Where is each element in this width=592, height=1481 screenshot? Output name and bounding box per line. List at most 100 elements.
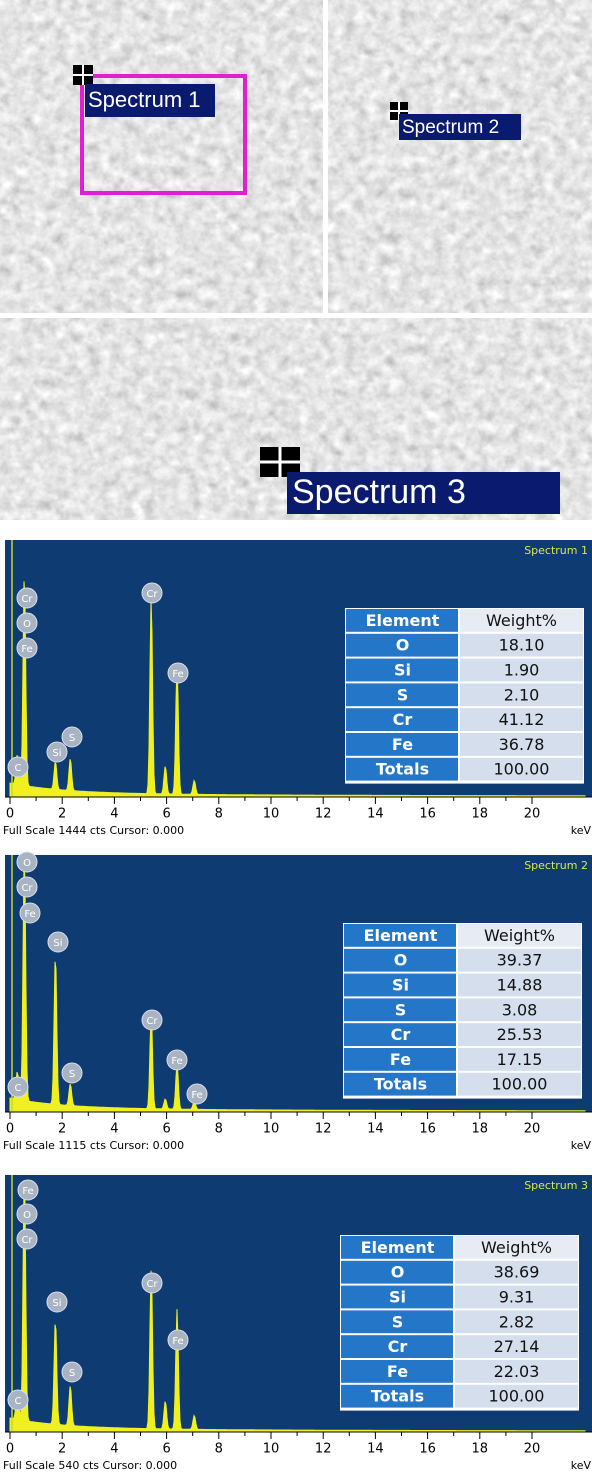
table-text: 36.78	[499, 735, 545, 754]
x-tick-label: 4	[110, 1442, 118, 1457]
peak-label: Si	[52, 1298, 61, 1309]
peak-label: Fe	[21, 644, 32, 655]
x-tick-label: 14	[367, 1122, 384, 1137]
x-tick-label: 2	[58, 1122, 66, 1137]
table-text: 2.82	[499, 1312, 535, 1331]
peak-label: O	[23, 858, 31, 869]
x-unit: keV	[571, 824, 592, 837]
peak-label: Fe	[172, 1336, 183, 1347]
table-text: S	[395, 1000, 407, 1019]
table-text: 22.03	[494, 1362, 540, 1381]
x-tick-label: 14	[367, 807, 384, 822]
x-tick-label: 8	[215, 1442, 223, 1457]
peak-label: Cr	[21, 594, 33, 605]
table-text: O	[396, 636, 410, 655]
table-text: 38.69	[494, 1263, 540, 1282]
x-tick-label: 8	[215, 1122, 223, 1137]
x-tick-label: 10	[263, 1442, 280, 1457]
x-tick-label: 10	[263, 1122, 280, 1137]
marker	[73, 65, 93, 85]
table-text: Weight%	[486, 611, 557, 630]
table-text: 27.14	[494, 1337, 540, 1356]
table-text: 100.00	[489, 1387, 545, 1406]
peak-label: C	[15, 1083, 22, 1094]
table-text: Weight%	[481, 1238, 552, 1257]
figure: Spectrum 1 Spectrum 2 Spectrum 3 Spectru…	[0, 0, 592, 1481]
x-tick-label: 12	[315, 1122, 332, 1137]
table-text: 17.15	[497, 1050, 543, 1069]
peak-label: Cr	[146, 1016, 158, 1027]
x-tick-label: 2	[58, 807, 66, 822]
table-text: 39.37	[497, 951, 543, 970]
x-tick-label: 16	[419, 1442, 436, 1457]
table-text: Totals	[374, 1075, 427, 1094]
sem-image	[328, 0, 592, 313]
x-unit: keV	[571, 1459, 592, 1472]
table-text: Fe	[387, 1362, 408, 1381]
x-tick-label: 8	[215, 807, 223, 822]
x-tick-label: 2	[58, 1442, 66, 1457]
x-tick-label: 4	[110, 1122, 118, 1137]
peak-label: Fe	[171, 1056, 182, 1067]
peak-label: Cr	[21, 1235, 33, 1246]
x-tick-label: 0	[6, 807, 14, 822]
x-tick-label: 20	[524, 1442, 541, 1457]
x-unit: keV	[571, 1139, 592, 1152]
peak-label: S	[69, 733, 75, 744]
x-tick-label: 12	[315, 807, 332, 822]
x-tick-label: 6	[162, 1122, 170, 1137]
peak-label: S	[69, 1368, 75, 1379]
footer: Full Scale 1444 cts Cursor: 0.000	[3, 824, 184, 837]
spectrum-title: Spectrum 2	[524, 859, 588, 872]
x-tick-label: 16	[419, 1122, 436, 1137]
table-text: Element	[366, 611, 440, 630]
image-label: Spectrum 2	[402, 117, 499, 138]
table-text: Totals	[371, 1387, 424, 1406]
table-text: O	[391, 1263, 405, 1282]
peak-label: C	[15, 763, 22, 774]
x-tick-label: 0	[6, 1442, 14, 1457]
peak-label: Cr	[146, 1279, 158, 1290]
table-text: 9.31	[499, 1288, 535, 1307]
table-text: Cr	[393, 710, 413, 729]
footer: Full Scale 540 cts Cursor: 0.000	[3, 1459, 177, 1472]
peak-label: Si	[52, 748, 61, 759]
x-tick-label: 6	[162, 807, 170, 822]
peak-label: Fe	[22, 1186, 33, 1197]
table-text: S	[397, 685, 409, 704]
table-text: Totals	[376, 760, 429, 779]
x-tick-label: 14	[367, 1442, 384, 1457]
image-label: Spectrum 3	[292, 473, 466, 511]
peak-label: Fe	[172, 669, 183, 680]
x-tick-label: 20	[524, 807, 541, 822]
peak-label: Cr	[21, 883, 33, 894]
spectrum-title: Spectrum 3	[524, 1179, 588, 1192]
table-text: 1.90	[504, 661, 540, 680]
x-tick-label: 10	[263, 807, 280, 822]
x-tick-label: 0	[6, 1122, 14, 1137]
x-tick-label: 16	[419, 807, 436, 822]
peak-label: Fe	[24, 909, 35, 920]
peak-label: O	[23, 619, 31, 630]
x-tick-label: 18	[472, 1122, 489, 1137]
table-text: O	[394, 951, 408, 970]
table-text: Cr	[391, 1025, 411, 1044]
table-text: 14.88	[497, 976, 543, 995]
peak-label: C	[15, 1396, 22, 1407]
table-text: Cr	[388, 1337, 408, 1356]
table-text: Si	[389, 1288, 406, 1307]
sem-image	[0, 0, 323, 313]
x-tick-label: 20	[524, 1122, 541, 1137]
peak-label: Fe	[191, 1090, 202, 1101]
table-text: 3.08	[502, 1000, 538, 1019]
table-text: 18.10	[499, 636, 545, 655]
table-text: Si	[392, 976, 409, 995]
x-tick-label: 12	[315, 1442, 332, 1457]
x-tick-label: 18	[472, 807, 489, 822]
table-text: Element	[361, 1238, 435, 1257]
table-text: 41.12	[499, 710, 545, 729]
x-tick-label: 18	[472, 1442, 489, 1457]
table-text: 2.10	[504, 685, 540, 704]
peak-label: S	[69, 1069, 75, 1080]
table-text: Fe	[390, 1050, 411, 1069]
